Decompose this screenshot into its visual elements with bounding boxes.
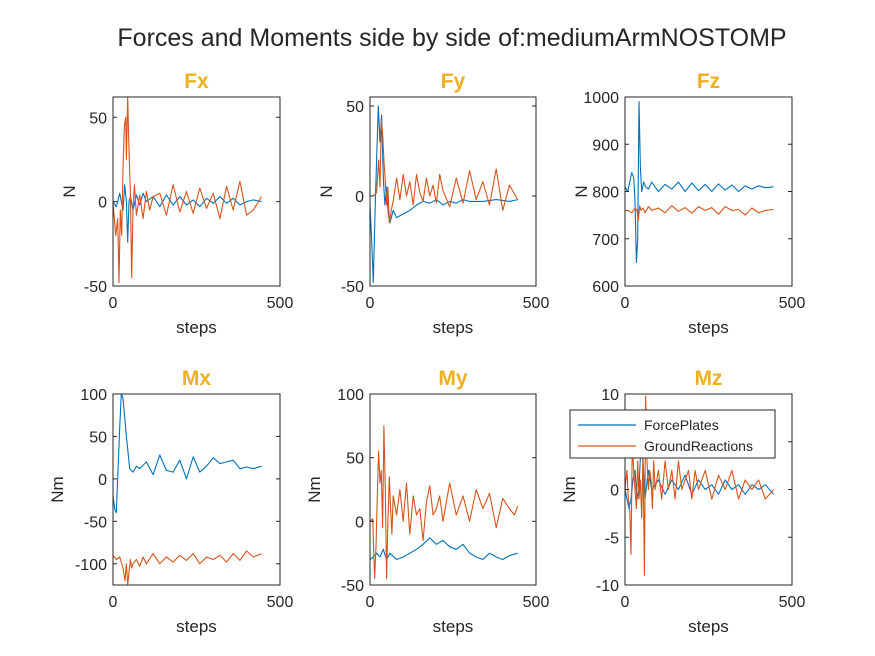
subplot-mz: -10-505100500MzstepsNmForcePlatesGroundR…: [560, 367, 805, 636]
plot-area: [370, 394, 536, 585]
plot-area: [113, 97, 280, 286]
x-axis-label: steps: [433, 318, 474, 337]
x-axis-label: steps: [176, 318, 217, 337]
axes-box: [112, 393, 281, 586]
y-axis-label: Nm: [305, 476, 324, 502]
y-tick-label: -50: [341, 279, 364, 296]
x-tick-label: 0: [109, 594, 118, 611]
y-tick-label: 600: [592, 279, 619, 296]
x-axis-label: steps: [688, 318, 729, 337]
y-tick-label: 100: [80, 387, 107, 404]
x-axis-label: steps: [688, 617, 729, 636]
y-tick-label: 100: [337, 387, 364, 404]
x-tick-label: 500: [267, 295, 294, 312]
series-line-groundreactions: [370, 425, 519, 580]
y-tick-label: 0: [610, 483, 619, 500]
x-tick-label: 0: [109, 295, 118, 312]
series-group: [625, 395, 775, 577]
x-tick-label: 0: [366, 594, 375, 611]
subplot-title: Fz: [697, 70, 720, 93]
series-line-groundreactions: [370, 119, 519, 224]
x-tick-label: 0: [621, 295, 630, 312]
legend-box: [569, 409, 776, 459]
subplot-mx: -100 -50 0 50 100 0 500 Mx steps Nm: [48, 367, 293, 636]
y-tick-label: 900: [592, 137, 619, 154]
subplot-fz: 600 700 800 900 1000 0 500 Fz steps N: [572, 70, 805, 337]
y-tick-label: 10: [601, 387, 619, 404]
subplot-title: Mx: [182, 367, 211, 390]
series-line-forceplates: [625, 441, 775, 510]
y-axis-label: Nm: [48, 476, 67, 502]
series-group: [113, 394, 262, 585]
y-tick-label: 800: [592, 185, 619, 202]
series-line-forceplates: [370, 537, 518, 561]
x-tick-label: 0: [366, 295, 375, 312]
subplot-title: Fy: [441, 70, 466, 93]
series-line-groundreactions: [625, 205, 774, 221]
series-line-groundreactions: [625, 395, 775, 577]
y-tick-label: 700: [592, 232, 619, 249]
x-tick-label: 500: [779, 594, 806, 611]
series-group: [113, 97, 263, 284]
series-group: [370, 105, 519, 283]
y-axis-label: N: [317, 185, 336, 197]
legend-entry-forceplates: ForcePlates: [644, 417, 719, 433]
x-tick-label: 500: [779, 295, 806, 312]
series-group: [625, 101, 774, 263]
y-tick-label: -100: [75, 557, 107, 574]
legend-entry-groundreactions: GroundReactions: [644, 438, 753, 454]
axes-box: [112, 96, 281, 287]
y-tick-label: -50: [84, 279, 107, 296]
y-tick-label: -10: [596, 578, 619, 595]
series-group: [370, 425, 519, 580]
subplot-title: My: [438, 367, 467, 390]
y-tick-label: -5: [605, 530, 619, 547]
legend: ForcePlates GroundReactions: [569, 409, 776, 459]
y-tick-label: 50: [346, 99, 364, 116]
figure-title: Forces and Moments side by side of:mediu…: [117, 24, 786, 52]
plot-area: [625, 97, 792, 286]
y-tick-label: 50: [346, 451, 364, 468]
axes-box: [369, 96, 537, 287]
subplot-title: Fx: [184, 70, 209, 93]
plot-area: [113, 394, 280, 585]
x-tick-label: 0: [621, 594, 630, 611]
series-line-forceplates: [113, 394, 262, 514]
y-tick-label: 0: [355, 514, 364, 531]
y-tick-label: 1000: [583, 90, 619, 107]
x-tick-label: 500: [523, 295, 550, 312]
x-tick-label: 500: [523, 594, 550, 611]
x-axis-label: steps: [433, 617, 474, 636]
y-tick-label: -50: [341, 578, 364, 595]
series-line-groundreactions: [113, 97, 263, 284]
y-tick-label: 0: [355, 189, 364, 206]
y-tick-label: 50: [89, 110, 107, 127]
y-tick-label: 50: [89, 429, 107, 446]
series-line-groundreactions: [113, 550, 262, 585]
y-axis-label: N: [572, 185, 591, 197]
series-line-forceplates: [113, 184, 262, 243]
series-line-forceplates: [625, 101, 774, 263]
y-tick-label: 0: [98, 195, 107, 212]
x-axis-label: steps: [176, 617, 217, 636]
axes-box: [369, 393, 537, 586]
y-axis-label: Nm: [560, 476, 579, 502]
y-axis-label: N: [60, 185, 79, 197]
subplot-title: Mz: [695, 367, 723, 390]
y-tick-label: -50: [84, 514, 107, 531]
x-tick-label: 500: [267, 594, 294, 611]
y-tick-label: 0: [98, 472, 107, 489]
